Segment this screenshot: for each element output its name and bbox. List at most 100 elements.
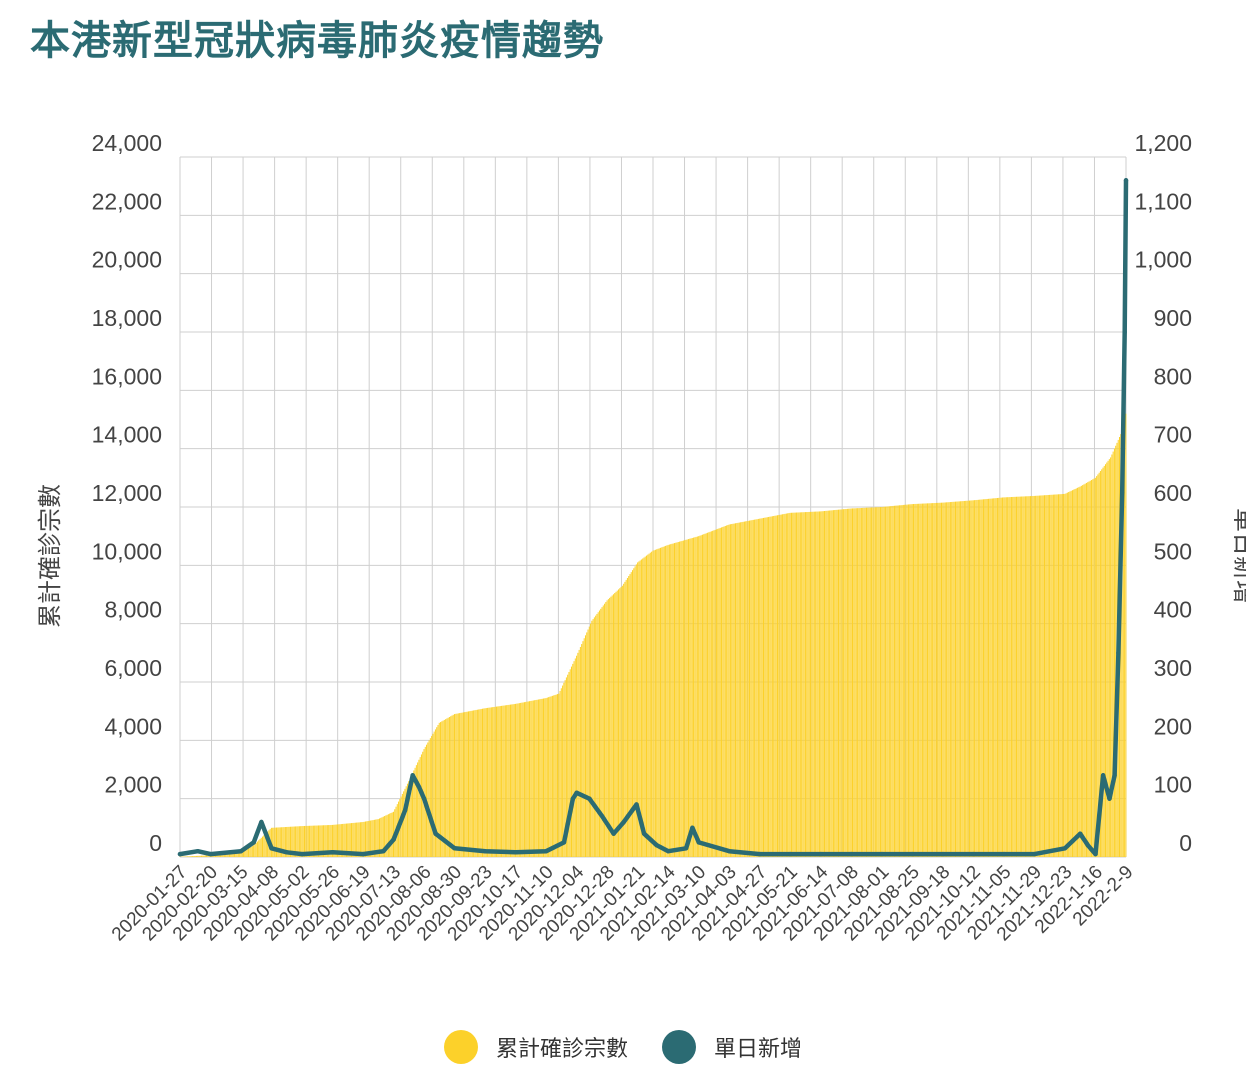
cumulative-bar [600, 608, 602, 857]
cumulative-bar [246, 848, 248, 857]
daily-point [269, 846, 274, 851]
cumulative-bar [750, 520, 752, 857]
cumulative-bar [1103, 465, 1105, 857]
cumulative-bar [1060, 494, 1062, 857]
cumulative-bar [994, 498, 996, 857]
cumulative-bar [788, 513, 790, 857]
cumulative-bar [820, 511, 822, 857]
cumulative-bar [849, 508, 851, 857]
cumulative-bar [232, 853, 234, 857]
daily-point [621, 819, 626, 825]
cumulative-bar [263, 835, 265, 857]
cumulative-bar [323, 825, 325, 857]
cumulative-bar [1024, 496, 1026, 857]
cumulative-bar [1022, 496, 1024, 857]
cumulative-bar [639, 560, 641, 857]
cumulative-bar [911, 504, 913, 857]
cumulative-bar [982, 499, 984, 857]
cumulative-bar [540, 699, 542, 857]
cumulative-bar [614, 593, 616, 857]
y-tick-right: 100 [1154, 772, 1192, 798]
daily-point [788, 851, 793, 857]
cumulative-bar [357, 822, 359, 857]
cumulative-bar [635, 564, 637, 857]
cumulative-bar [478, 709, 480, 857]
cumulative-bar [775, 515, 777, 857]
cumulative-bar [380, 817, 382, 857]
cumulative-bar [879, 507, 881, 857]
cumulative-bar [863, 507, 865, 857]
cumulative-bar [372, 820, 374, 857]
cumulative-bar [902, 504, 904, 857]
cumulative-bar [508, 704, 510, 857]
cumulative-bar [315, 825, 317, 857]
daily-point [513, 850, 518, 855]
y-tick-left: 18,000 [92, 305, 162, 331]
daily-line-layer [177, 178, 1129, 857]
cumulative-bar [794, 512, 796, 857]
cumulative-bar [659, 547, 662, 857]
cumulative-bar [666, 545, 668, 857]
cumulative-bar [953, 501, 955, 857]
cumulative-bar [610, 596, 612, 857]
cumulative-bar [1070, 490, 1072, 857]
cumulative-bar [993, 498, 995, 857]
y-axis-left-label: 累計確診宗數 [37, 484, 64, 628]
cumulative-bar [1027, 496, 1029, 857]
cumulative-bar [241, 851, 243, 857]
cumulative-bar [512, 704, 514, 857]
legend-item-cumulative[interactable]: 累計確診宗數 [443, 1030, 628, 1064]
cumulative-bar [933, 503, 935, 857]
cumulative-bar [871, 507, 873, 857]
cumulative-bar [940, 502, 943, 857]
cumulative-bar [999, 497, 1001, 857]
cumulative-bar [885, 506, 887, 857]
cumulative-bar [451, 715, 453, 857]
cumulative-bar [287, 826, 289, 857]
daily-point [421, 796, 427, 801]
daily-point [402, 808, 408, 813]
cumulative-bar [751, 520, 753, 857]
cumulative-bar [624, 581, 626, 857]
cumulative-bar [214, 854, 216, 857]
cumulative-bar [877, 507, 879, 857]
cumulative-bar [797, 512, 799, 857]
cumulative-bar [733, 523, 735, 857]
cumulative-bar [406, 783, 408, 857]
cumulative-bar [562, 685, 564, 857]
daily-point [391, 837, 396, 842]
cumulative-bar [920, 503, 922, 857]
cumulative-bar [274, 827, 276, 857]
cumulative-bar [972, 500, 974, 857]
cumulative-bar [255, 842, 257, 857]
y-tick-left: 10,000 [92, 538, 162, 564]
cumulative-bar [461, 712, 463, 857]
cumulative-bar [690, 538, 692, 857]
y-tick-left: 20,000 [92, 247, 162, 273]
cumulative-bar [459, 713, 461, 857]
cumulative-bar [1065, 493, 1067, 857]
cumulative-bar [715, 529, 717, 857]
cumulative-bar [256, 841, 258, 857]
cumulative-bar [799, 512, 801, 857]
daily-point [433, 831, 438, 836]
cumulative-bar [521, 702, 523, 857]
cumulative-bar [838, 509, 840, 857]
cumulative-bar [1031, 496, 1033, 857]
cumulative-bar [663, 546, 665, 857]
daily-point [818, 851, 824, 857]
cumulative-bar [1083, 484, 1085, 857]
cumulative-bar [264, 834, 266, 857]
y-axis-right-label: 單日新增 [1230, 508, 1246, 604]
cumulative-bar [483, 708, 485, 857]
cumulative-bar [342, 823, 344, 857]
cumulative-bar [740, 522, 742, 857]
cumulative-bar [782, 514, 784, 857]
cumulative-bar [687, 539, 689, 857]
cumulative-bar [742, 521, 744, 857]
cumulative-bar [1124, 418, 1126, 857]
legend-item-daily[interactable]: 單日新增 [662, 1030, 802, 1064]
cumulative-bar [367, 821, 369, 857]
cumulative-bar [470, 710, 472, 857]
cumulative-bar [1074, 489, 1076, 857]
